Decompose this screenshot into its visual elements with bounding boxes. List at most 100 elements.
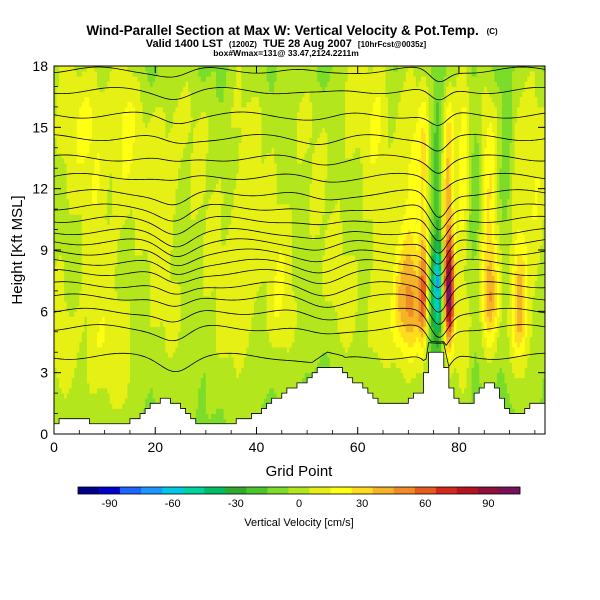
field-cell — [109, 91, 113, 98]
field-cell — [122, 66, 126, 72]
field-cell — [172, 362, 176, 368]
field-cell — [122, 372, 126, 379]
field-cell — [89, 106, 93, 113]
field-cell — [218, 413, 222, 420]
field-cell — [132, 178, 136, 184]
field-cell — [54, 81, 57, 87]
field-cell — [79, 285, 83, 292]
field-cell — [193, 413, 197, 420]
field-cell — [84, 101, 88, 108]
field-cell — [107, 331, 111, 338]
field-cell — [124, 204, 128, 210]
field-cell — [178, 301, 181, 307]
field-cell — [157, 81, 161, 87]
field-cell — [223, 285, 227, 292]
field-cell — [122, 152, 126, 159]
field-cell — [134, 224, 138, 230]
field-cell — [97, 204, 100, 210]
field-cell — [152, 342, 156, 348]
field-cell — [142, 362, 146, 368]
field-cell — [221, 372, 224, 379]
field-cell — [150, 244, 154, 251]
field-cell — [188, 347, 192, 353]
field-cell — [208, 112, 212, 118]
field-cell — [195, 290, 199, 297]
field-cell — [218, 316, 222, 322]
field-cell — [86, 321, 90, 328]
field-cell — [127, 188, 131, 195]
field-cell — [59, 101, 62, 108]
field-cell — [203, 122, 207, 128]
field-cell — [109, 229, 113, 236]
field-cell — [150, 204, 154, 210]
field-cell — [102, 66, 106, 72]
field-cell — [56, 178, 60, 184]
field-cell — [195, 362, 199, 368]
field-cell — [76, 408, 80, 414]
field-cell — [112, 321, 116, 328]
field-cell — [86, 357, 90, 363]
field-cell — [150, 352, 154, 358]
field-cell — [137, 163, 141, 169]
field-cell — [140, 372, 143, 379]
field-cell — [112, 173, 116, 179]
field-cell — [114, 142, 118, 149]
field-cell — [117, 393, 121, 399]
field-cell — [172, 326, 176, 333]
field-cell — [160, 296, 164, 302]
field-cell — [76, 214, 80, 220]
field-cell — [175, 290, 179, 297]
field-cell — [89, 132, 93, 138]
field-cell — [61, 168, 65, 174]
field-cell — [64, 163, 68, 169]
field-cell — [157, 193, 161, 200]
field-cell — [221, 224, 224, 230]
field-cell — [142, 91, 146, 98]
field-cell — [79, 152, 83, 159]
field-cell — [198, 316, 202, 322]
field-cell — [84, 183, 88, 190]
field-cell — [79, 147, 83, 154]
field-cell — [190, 398, 194, 404]
field-cell — [81, 198, 85, 205]
field-cell — [190, 132, 194, 138]
field-cell — [226, 168, 230, 174]
field-cell — [99, 183, 103, 190]
field-cell — [114, 290, 118, 297]
field-cell — [129, 193, 133, 200]
field-cell — [76, 147, 80, 154]
field-cell — [188, 367, 192, 374]
field-cell — [94, 275, 98, 282]
field-cell — [147, 357, 151, 363]
field-cell — [112, 275, 116, 282]
field-cell — [79, 158, 83, 164]
field-cell — [102, 326, 106, 333]
field-cell — [74, 239, 78, 246]
field-cell — [122, 255, 126, 261]
field-cell — [167, 352, 171, 358]
field-cell — [71, 224, 75, 230]
field-cell — [107, 101, 111, 108]
field-cell — [99, 219, 103, 225]
field-cell — [86, 147, 90, 154]
field-cell — [183, 91, 187, 98]
field-cell — [56, 168, 60, 174]
field-cell — [210, 106, 214, 113]
field-cell — [71, 239, 75, 246]
field-cell — [124, 101, 128, 108]
field-cell — [155, 316, 159, 322]
field-cell — [162, 372, 166, 379]
field-cell — [150, 362, 154, 368]
field-cell — [56, 306, 60, 312]
field-cell — [162, 296, 166, 302]
field-cell — [190, 260, 194, 266]
field-cell — [132, 112, 136, 118]
field-cell — [218, 342, 222, 348]
field-cell — [132, 352, 136, 358]
field-cell — [119, 193, 123, 200]
field-cell — [81, 306, 85, 312]
field-cell — [178, 265, 181, 271]
field-cell — [81, 168, 85, 174]
field-cell — [208, 403, 212, 409]
field-cell — [117, 311, 121, 317]
